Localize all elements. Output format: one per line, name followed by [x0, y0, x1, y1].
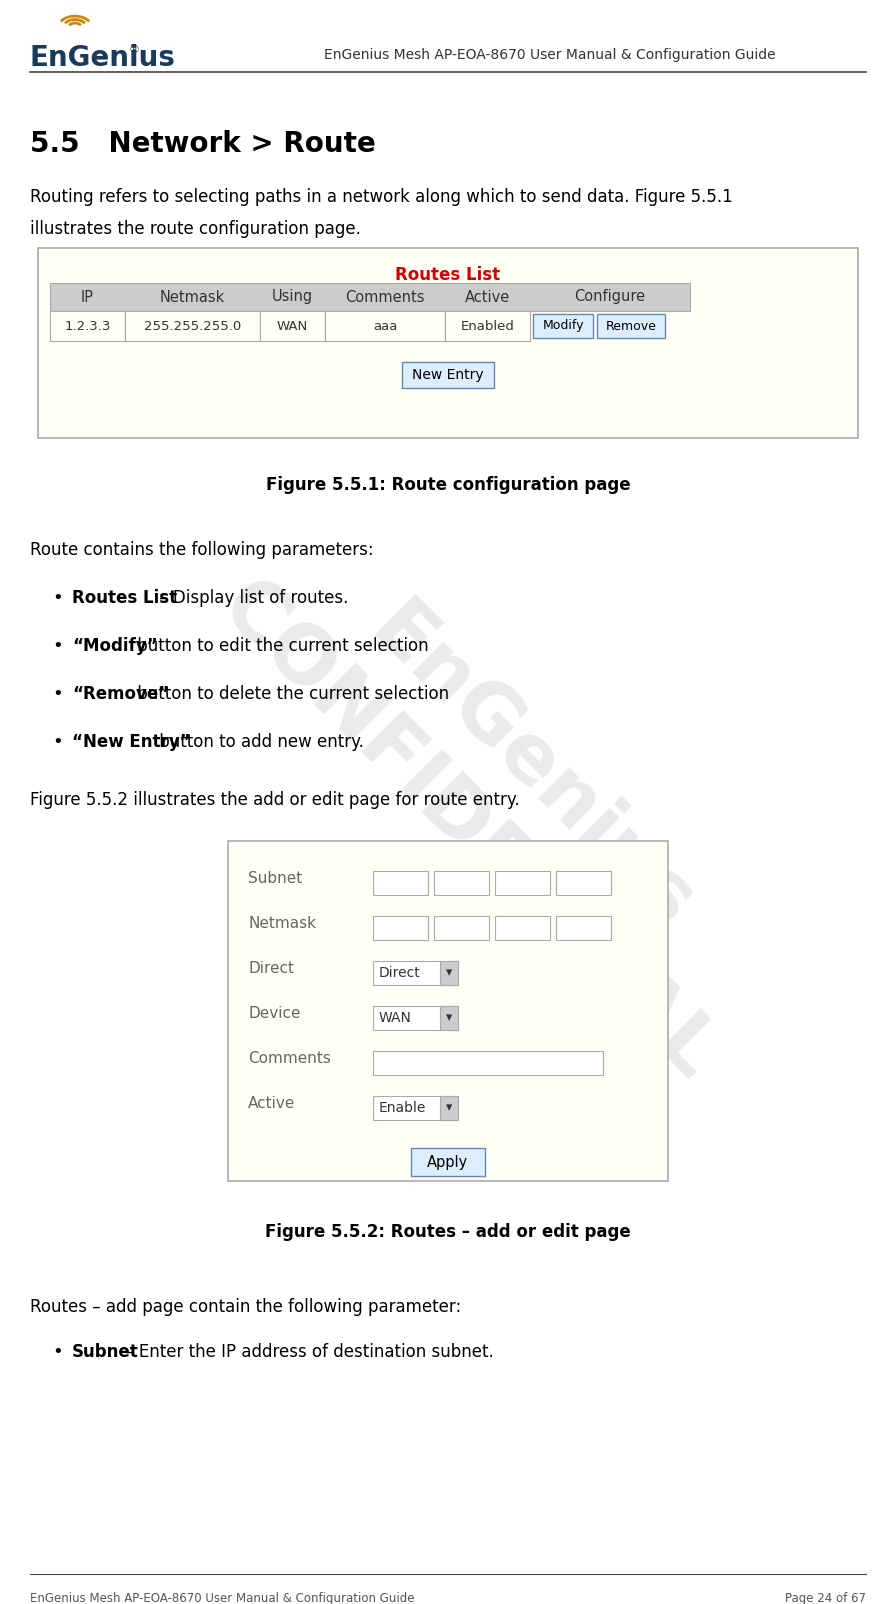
Bar: [38, 249, 858, 438]
Text: button to add new entry.: button to add new entry.: [154, 733, 365, 751]
Text: WAN: WAN: [379, 1011, 412, 1025]
Text: Configure: Configure: [574, 289, 645, 305]
Text: Active: Active: [465, 289, 510, 305]
Text: ▾: ▾: [446, 967, 452, 980]
Bar: [50, 282, 690, 311]
Bar: [373, 961, 458, 985]
Text: Page 24 of 67: Page 24 of 67: [785, 1593, 866, 1604]
Bar: [228, 840, 668, 1181]
Bar: [440, 1096, 458, 1120]
Bar: [556, 916, 611, 940]
Text: WAN: WAN: [277, 319, 308, 332]
Text: ▾: ▾: [446, 1012, 452, 1025]
Bar: [440, 961, 458, 985]
Text: Direct: Direct: [248, 961, 294, 975]
Text: •: •: [52, 637, 63, 654]
Bar: [445, 311, 530, 342]
Text: EnGenius Mesh AP-EOA-8670 User Manual & Configuration Guide: EnGenius Mesh AP-EOA-8670 User Manual & …: [30, 1593, 415, 1604]
Text: Enable: Enable: [379, 1100, 426, 1115]
Text: button to edit the current selection: button to edit the current selection: [132, 637, 428, 654]
Text: 1.2.3.3: 1.2.3.3: [65, 319, 111, 332]
Text: ▾: ▾: [446, 1102, 452, 1115]
Bar: [495, 871, 550, 895]
Text: Routes – add page contain the following parameter:: Routes – add page contain the following …: [30, 1298, 461, 1315]
Text: 255.255.255.0: 255.255.255.0: [144, 319, 241, 332]
Text: Figure 5.5.2: Routes – add or edit page: Figure 5.5.2: Routes – add or edit page: [265, 1222, 631, 1241]
Bar: [325, 311, 445, 342]
Text: button to delete the current selection: button to delete the current selection: [132, 685, 449, 703]
FancyBboxPatch shape: [411, 1148, 485, 1176]
Text: Route contains the following parameters:: Route contains the following parameters:: [30, 541, 374, 560]
Bar: [495, 916, 550, 940]
Bar: [373, 916, 428, 940]
Text: •: •: [52, 589, 63, 606]
Text: “Modify”: “Modify”: [72, 637, 158, 654]
Text: EnGenius Mesh AP-EOA-8670 User Manual & Configuration Guide: EnGenius Mesh AP-EOA-8670 User Manual & …: [324, 48, 776, 63]
Text: – Enter the IP address of destination subnet.: – Enter the IP address of destination su…: [120, 1343, 494, 1362]
Bar: [373, 1006, 458, 1030]
Bar: [434, 871, 489, 895]
Bar: [125, 311, 260, 342]
Text: Enabled: Enabled: [461, 319, 514, 332]
Text: Using: Using: [272, 289, 313, 305]
Text: Comments: Comments: [248, 1051, 331, 1067]
Text: •: •: [52, 685, 63, 703]
Text: IP: IP: [81, 289, 94, 305]
Text: ®: ®: [128, 45, 139, 55]
Bar: [50, 311, 125, 342]
Text: – Display list of routes.: – Display list of routes.: [154, 589, 349, 606]
Text: Routing refers to selecting paths in a network along which to send data. Figure : Routing refers to selecting paths in a n…: [30, 188, 733, 205]
Text: EnGenius: EnGenius: [30, 43, 176, 72]
Text: Subnet: Subnet: [248, 871, 302, 885]
Text: New Entry: New Entry: [412, 367, 484, 382]
Text: Routes List: Routes List: [72, 589, 177, 606]
Bar: [373, 871, 428, 895]
Text: “Remove”: “Remove”: [72, 685, 169, 703]
Text: Netmask: Netmask: [248, 916, 316, 930]
Bar: [440, 1006, 458, 1030]
Text: Active: Active: [248, 1096, 296, 1112]
Text: Modify: Modify: [542, 319, 584, 332]
FancyBboxPatch shape: [402, 363, 494, 388]
Text: Device: Device: [248, 1006, 300, 1022]
Bar: [434, 916, 489, 940]
Text: Subnet: Subnet: [72, 1343, 139, 1362]
Text: Remove: Remove: [606, 319, 657, 332]
Text: Comments: Comments: [345, 289, 425, 305]
Text: Figure 5.5.1: Route configuration page: Figure 5.5.1: Route configuration page: [266, 476, 630, 494]
Text: Netmask: Netmask: [159, 289, 225, 305]
Text: Routes List: Routes List: [395, 266, 501, 284]
Text: “New Entry”: “New Entry”: [72, 733, 191, 751]
Text: illustrates the route configuration page.: illustrates the route configuration page…: [30, 220, 361, 237]
Text: Figure 5.5.2 illustrates the add or edit page for route entry.: Figure 5.5.2 illustrates the add or edit…: [30, 791, 520, 808]
FancyBboxPatch shape: [533, 314, 593, 338]
Text: aaa: aaa: [373, 319, 397, 332]
Bar: [373, 1051, 603, 1075]
Bar: [556, 871, 611, 895]
Text: EnGenius
CONFIDENTIAL: EnGenius CONFIDENTIAL: [204, 505, 796, 1096]
Text: Direct: Direct: [379, 966, 421, 980]
Text: •: •: [52, 1343, 63, 1362]
Text: 5.5   Network > Route: 5.5 Network > Route: [30, 130, 375, 159]
Text: •: •: [52, 733, 63, 751]
Bar: [373, 1096, 458, 1120]
Bar: [260, 311, 325, 342]
FancyBboxPatch shape: [597, 314, 665, 338]
Text: Apply: Apply: [427, 1155, 469, 1169]
